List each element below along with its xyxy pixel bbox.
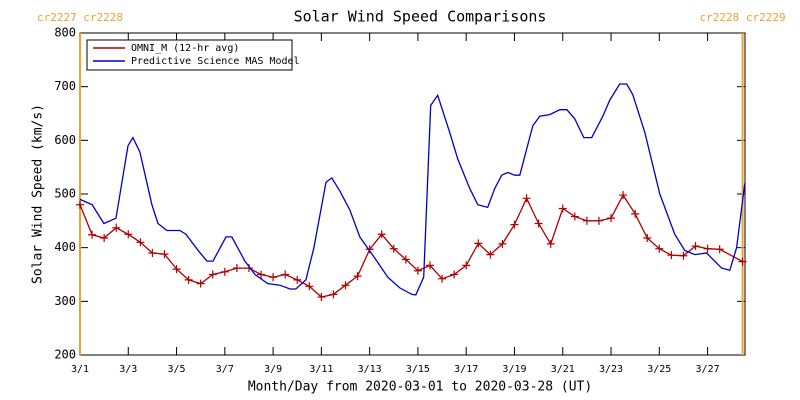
x-tick-label: 3/13 bbox=[358, 364, 382, 375]
point-marker bbox=[244, 264, 253, 273]
series-line bbox=[79, 193, 743, 298]
point-marker bbox=[377, 230, 386, 239]
point-marker bbox=[462, 261, 471, 270]
point-marker bbox=[474, 239, 483, 248]
point-marker bbox=[582, 216, 591, 225]
point-marker bbox=[534, 219, 543, 228]
point-marker bbox=[124, 230, 133, 239]
point-marker bbox=[160, 250, 169, 259]
point-marker bbox=[232, 264, 241, 273]
point-marker bbox=[196, 279, 205, 288]
x-tick-label: 3/17 bbox=[454, 364, 478, 375]
x-tick-label: 3/11 bbox=[309, 364, 333, 375]
point-marker bbox=[607, 214, 616, 223]
point-marker bbox=[546, 239, 555, 248]
point-marker bbox=[281, 270, 290, 279]
point-marker bbox=[269, 273, 278, 282]
point-marker bbox=[679, 251, 688, 260]
x-tick-label: 3/1 bbox=[71, 364, 89, 375]
point-marker bbox=[426, 261, 434, 270]
point-marker bbox=[570, 212, 579, 221]
point-marker bbox=[715, 245, 724, 254]
point-marker bbox=[305, 282, 314, 291]
point-marker bbox=[703, 244, 712, 253]
point-marker bbox=[558, 204, 567, 213]
point-marker bbox=[450, 270, 459, 279]
point-marker bbox=[498, 239, 507, 248]
x-tick-label: 3/9 bbox=[264, 364, 282, 375]
point-marker bbox=[220, 267, 229, 276]
y-tick-label: 300 bbox=[54, 294, 76, 308]
point-marker bbox=[401, 255, 410, 264]
x-tick-label: 3/3 bbox=[119, 364, 137, 375]
series-line bbox=[79, 83, 746, 296]
point-marker bbox=[691, 242, 700, 251]
x-tick-label: 3/15 bbox=[406, 364, 430, 375]
x-axis-label: Month/Day from 2020-03-01 to 2020-03-28 … bbox=[248, 380, 592, 395]
point-marker bbox=[594, 216, 603, 225]
point-marker bbox=[172, 265, 181, 274]
point-marker bbox=[184, 275, 193, 284]
annotation: cr2227 cr2228 bbox=[37, 11, 123, 24]
y-tick-label: 200 bbox=[54, 348, 76, 362]
y-axis-label: Solar Wind Speed (km/s) bbox=[31, 104, 46, 284]
point-marker bbox=[317, 293, 326, 302]
point-marker bbox=[100, 234, 109, 243]
x-tick-label: 3/5 bbox=[168, 364, 186, 375]
point-marker bbox=[619, 191, 628, 200]
y-tick-label: 800 bbox=[54, 26, 76, 40]
point-marker bbox=[667, 251, 676, 260]
point-marker bbox=[413, 266, 422, 275]
x-tick-label: 3/19 bbox=[502, 364, 526, 375]
point-marker bbox=[257, 270, 266, 279]
x-tick-label: 3/21 bbox=[551, 364, 575, 375]
point-marker bbox=[655, 244, 664, 253]
chart-title: Solar Wind Speed Comparisons bbox=[294, 8, 547, 26]
plot-frame bbox=[79, 32, 746, 356]
legend-label: Predictive Science MAS Model bbox=[131, 56, 300, 67]
point-marker bbox=[438, 274, 447, 283]
x-tick-label: 3/25 bbox=[647, 364, 671, 375]
point-marker bbox=[293, 275, 302, 284]
point-marker bbox=[136, 238, 145, 247]
point-marker bbox=[341, 281, 350, 290]
legend-label: OMNI_M (12-hr avg) bbox=[131, 43, 239, 54]
point-marker bbox=[148, 249, 157, 258]
point-marker bbox=[329, 290, 338, 299]
point-marker bbox=[510, 220, 519, 229]
point-marker bbox=[88, 230, 97, 239]
y-tick-label: 700 bbox=[54, 79, 76, 93]
x-tick-label: 3/27 bbox=[696, 364, 720, 375]
point-marker bbox=[631, 209, 640, 218]
point-marker bbox=[486, 250, 495, 259]
point-marker bbox=[643, 234, 652, 243]
point-marker bbox=[522, 194, 531, 203]
point-marker bbox=[112, 223, 121, 232]
point-marker bbox=[208, 270, 217, 279]
annotation: cr2228 cr2229 bbox=[700, 11, 786, 24]
point-marker bbox=[353, 272, 362, 281]
point-marker bbox=[738, 257, 747, 266]
point-marker bbox=[76, 200, 84, 209]
x-tick-label: 3/7 bbox=[216, 364, 234, 375]
legend-box bbox=[86, 39, 293, 71]
y-tick-label: 600 bbox=[54, 133, 76, 147]
point-marker bbox=[389, 244, 398, 253]
y-tick-label: 500 bbox=[54, 187, 76, 201]
x-tick-label: 3/23 bbox=[599, 364, 623, 375]
y-tick-label: 400 bbox=[54, 240, 76, 254]
